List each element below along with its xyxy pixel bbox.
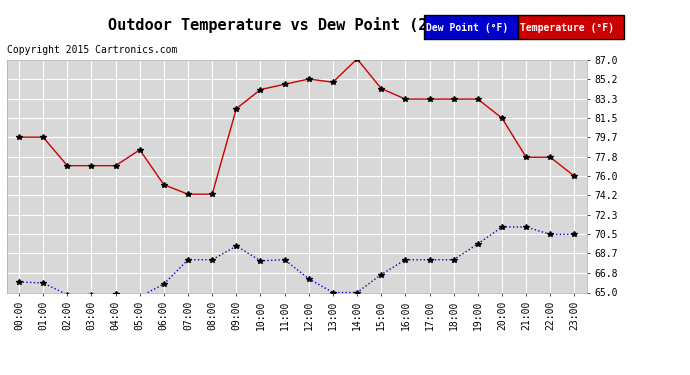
Text: Dew Point (°F): Dew Point (°F) [426,23,509,33]
Text: Temperature (°F): Temperature (°F) [520,23,613,33]
Text: Outdoor Temperature vs Dew Point (24 Hours) 20150907: Outdoor Temperature vs Dew Point (24 Hou… [108,17,582,33]
Text: Copyright 2015 Cartronics.com: Copyright 2015 Cartronics.com [7,45,177,55]
